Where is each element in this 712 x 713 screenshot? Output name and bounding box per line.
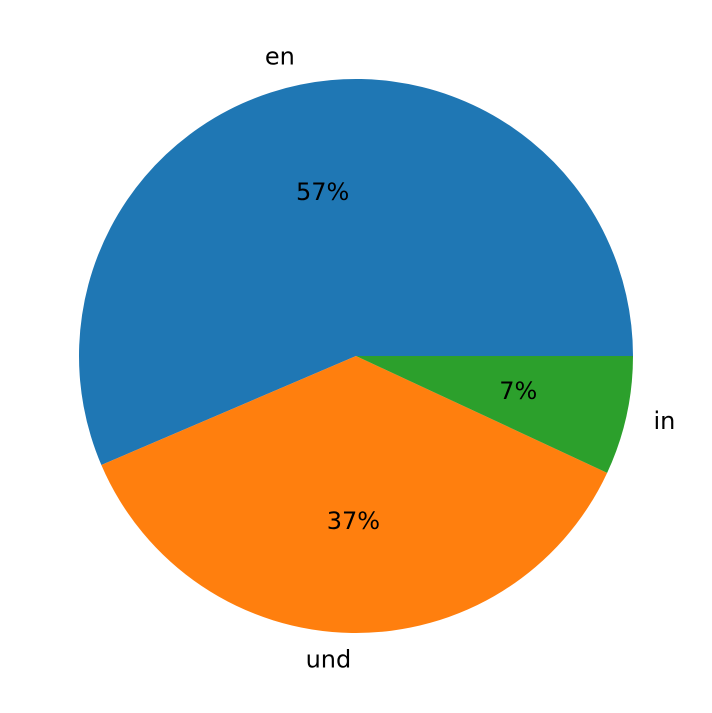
value-label: 7% — [499, 377, 537, 405]
pie-slice — [78, 78, 634, 465]
slice-label: en — [265, 43, 295, 71]
slice-label: und — [306, 646, 352, 674]
value-label: 57% — [296, 178, 349, 206]
slice-label: in — [654, 407, 676, 435]
pie-slice — [356, 356, 633, 473]
value-label: 37% — [327, 507, 380, 535]
pie-slice — [101, 356, 608, 633]
